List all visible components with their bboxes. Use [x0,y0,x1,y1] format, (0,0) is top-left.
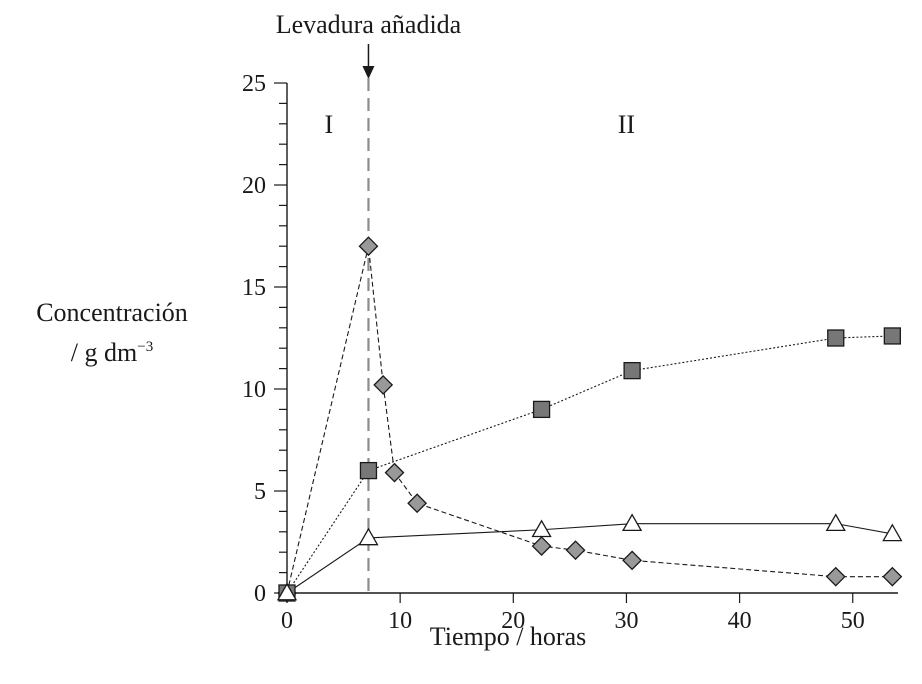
series-line-triangle [286,523,893,594]
y-tick-label: 20 [242,173,266,199]
y-axis-label-exponent: −3 [137,339,154,355]
diamond-marker [882,566,903,587]
square-marker [623,361,641,380]
region-labels: I II [325,110,636,139]
region-label: I [325,110,334,139]
diamond-marker [622,550,643,571]
square-marker [532,400,551,419]
y-axis-label-units: / g dm [70,338,138,367]
y-tick-label: 15 [242,275,266,301]
triangle-marker [358,527,379,546]
diamond-marker [825,566,846,587]
x-tick-label: 10 [388,608,412,634]
axes [286,83,898,594]
y-tick-label: 5 [254,479,266,505]
square-marker [359,461,378,480]
triangle-marker [276,582,298,601]
x-tick-label: 20 [501,608,525,634]
series-markers [276,236,903,603]
x-axis-label: Tiempo / horas [430,622,587,651]
y-axis-label: Concentración / g dm−3 [2,296,222,370]
triangle-marker [825,513,846,532]
series-line-square [286,335,893,594]
annotation-label: Levadura añadida [276,10,462,39]
square-marker [883,327,901,345]
series-line-diamond [286,246,893,594]
diamond-marker [407,493,428,514]
region-label: II [618,110,635,139]
diamond-marker [358,236,379,257]
y-tick-label: 10 [242,377,266,403]
diamond-marker [373,375,394,395]
triangle-marker [531,519,552,538]
triangle-marker [882,523,903,542]
down-arrow-icon [362,66,375,79]
x-tick-label: 40 [728,608,752,634]
yeast-added-annotation: Levadura añadida [276,10,462,593]
y-axis-label-line2: / g dm−3 [2,330,222,370]
square-marker [827,329,845,347]
y-tick-label: 0 [254,581,266,607]
diamond-marker [384,462,405,483]
x-tick-label: 0 [281,608,293,634]
y-axis-label-line1: Concentración [36,298,188,327]
diamond-marker [531,536,552,556]
series-lines [286,246,893,594]
y-tick-label: 25 [242,71,266,97]
x-tick-label: 50 [841,608,865,634]
x-tick-label: 30 [614,608,638,634]
diamond-marker [565,540,586,561]
x-ticks: 0 10 20 30 40 50 [281,593,865,634]
y-ticks: 0 5 10 15 20 25 [242,71,287,607]
triangle-marker [621,513,643,532]
